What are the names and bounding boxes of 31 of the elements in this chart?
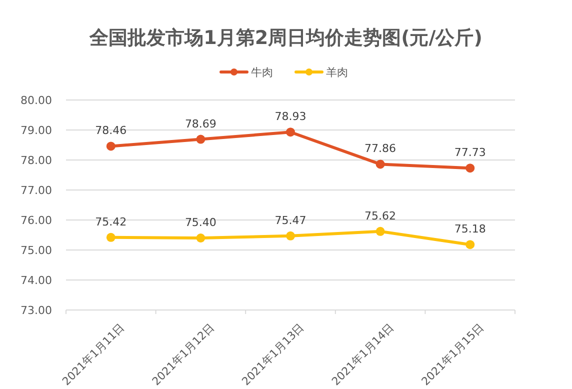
y-tick-label: 77.00	[20, 184, 52, 197]
y-tick-label: 73.00	[20, 304, 52, 317]
legend-label: 羊肉	[326, 66, 348, 79]
point	[196, 234, 206, 242]
y-tick-label: 80.00	[20, 94, 52, 107]
point	[466, 164, 475, 173]
data-label: 78.69	[184, 117, 216, 130]
data-label: 75.47	[274, 214, 306, 227]
data-label: 77.73	[454, 146, 486, 160]
data-label: 78.93	[274, 110, 306, 124]
chart-title: 全国批发市场1月第2周日均价走势图(元/公斤)	[88, 27, 482, 49]
point	[106, 232, 116, 242]
point	[376, 160, 385, 169]
y-tick-label: 74.00	[20, 274, 52, 287]
y-tick-label: 75.00	[20, 244, 52, 257]
data-label: 78.46	[95, 124, 127, 138]
point	[286, 128, 295, 137]
point	[286, 231, 295, 240]
point	[466, 240, 475, 250]
point	[106, 142, 116, 151]
data-label: 75.18	[454, 222, 486, 236]
data-label: 75.42	[95, 215, 127, 228]
data-label: 75.40	[184, 216, 216, 229]
point	[196, 134, 206, 144]
point	[376, 226, 385, 236]
legend-label: 牛肉	[251, 66, 273, 79]
y-tick-label: 76.00	[20, 214, 52, 227]
y-tick-label: 79.00	[20, 124, 52, 137]
y-tick-label: 78.00	[20, 154, 52, 167]
data-label: 77.86	[364, 142, 396, 156]
data-label: 75.62	[364, 209, 396, 222]
